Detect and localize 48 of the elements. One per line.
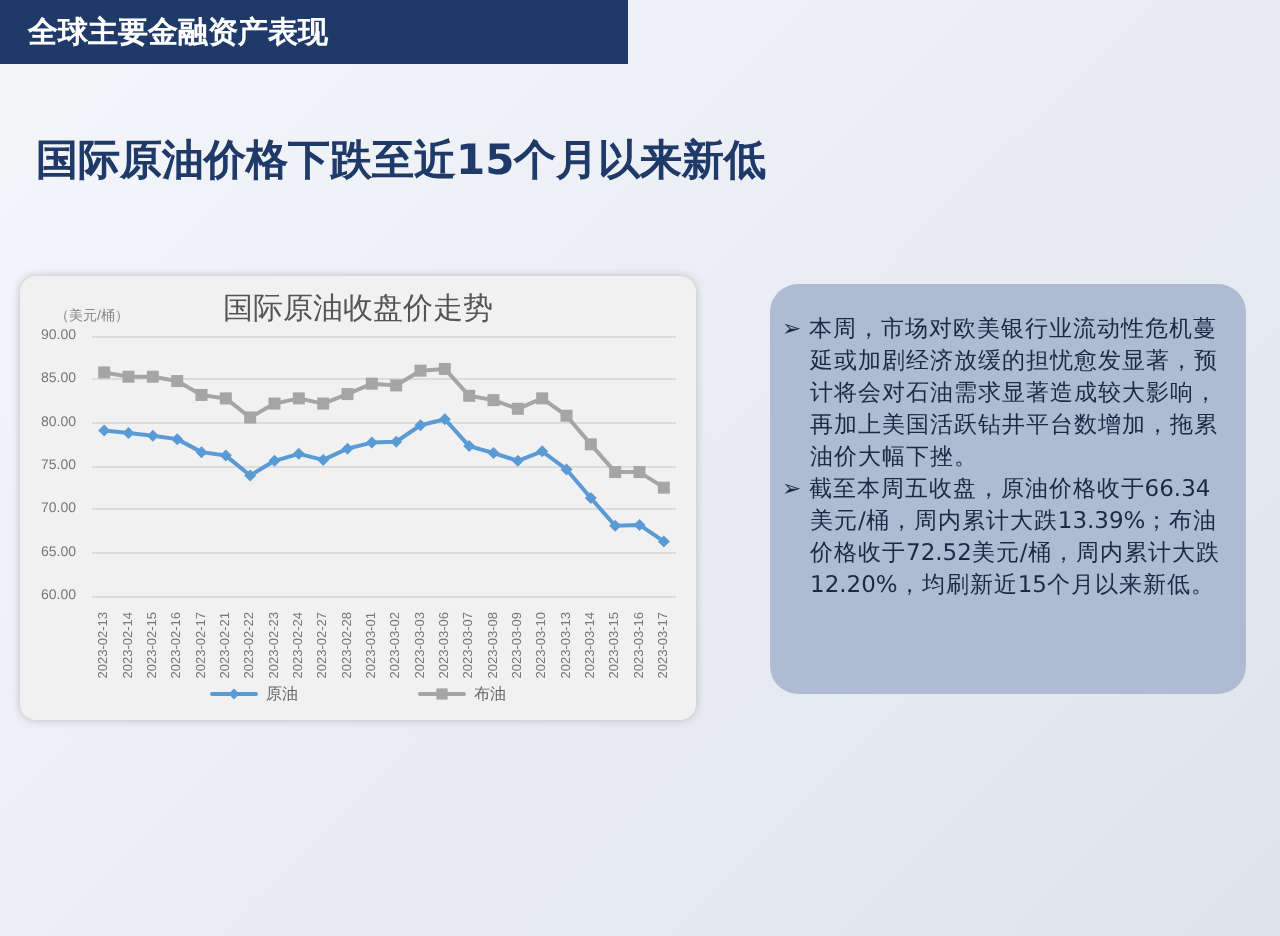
point (219, 449, 232, 462)
point (390, 379, 403, 392)
legend-label: 布油 (474, 685, 506, 703)
point (414, 364, 427, 377)
point (584, 492, 597, 505)
point (146, 370, 159, 383)
chart-title: 国际原油收盘价走势 (223, 292, 493, 326)
point (317, 397, 330, 410)
text: ➢ 本周，市场对欧美银行业流动性危机蔓延或加剧经济放缓的担忧愈发显著，预计将会对石油需求显著造成较大影响，再加上美国活跃钻井平台数增加，拖累油价大幅下挫。 (782, 312, 1220, 472)
point (609, 466, 622, 479)
point (268, 454, 281, 467)
point (122, 427, 135, 440)
point (292, 447, 305, 460)
point (122, 370, 135, 383)
point (244, 411, 257, 424)
text: 国际原油价格下跌至近15个月以来新低 (36, 134, 767, 188)
point (341, 388, 354, 401)
point (414, 419, 427, 432)
point (511, 454, 524, 467)
legend-label: 原油 (266, 685, 298, 703)
point (463, 440, 476, 453)
point (317, 453, 330, 466)
point (171, 375, 184, 388)
point (657, 481, 670, 494)
point (438, 413, 451, 426)
point (487, 394, 500, 407)
point (536, 392, 549, 405)
point (584, 438, 597, 451)
point (633, 466, 646, 479)
point (341, 442, 354, 455)
point (244, 469, 257, 482)
point (438, 362, 451, 375)
point (268, 397, 281, 410)
point (219, 392, 232, 405)
point (195, 388, 208, 401)
point (463, 389, 476, 402)
point (171, 433, 184, 446)
point (560, 463, 573, 476)
point (292, 392, 305, 405)
point (560, 409, 573, 422)
text: ➢ 截至本周五收盘，原油价格收于66.34美元/桶，周内累计大跌13.39%；布油价格收于72.52美元/桶，周内累计大跌12.20%，均刷新近15个月以来新低。 (782, 472, 1222, 600)
point (487, 447, 500, 459)
point (98, 366, 111, 379)
point (511, 402, 524, 415)
text: 全球主要金融资产表现 (0, 0, 628, 64)
point (536, 445, 549, 458)
point (365, 377, 378, 390)
point (657, 535, 670, 548)
